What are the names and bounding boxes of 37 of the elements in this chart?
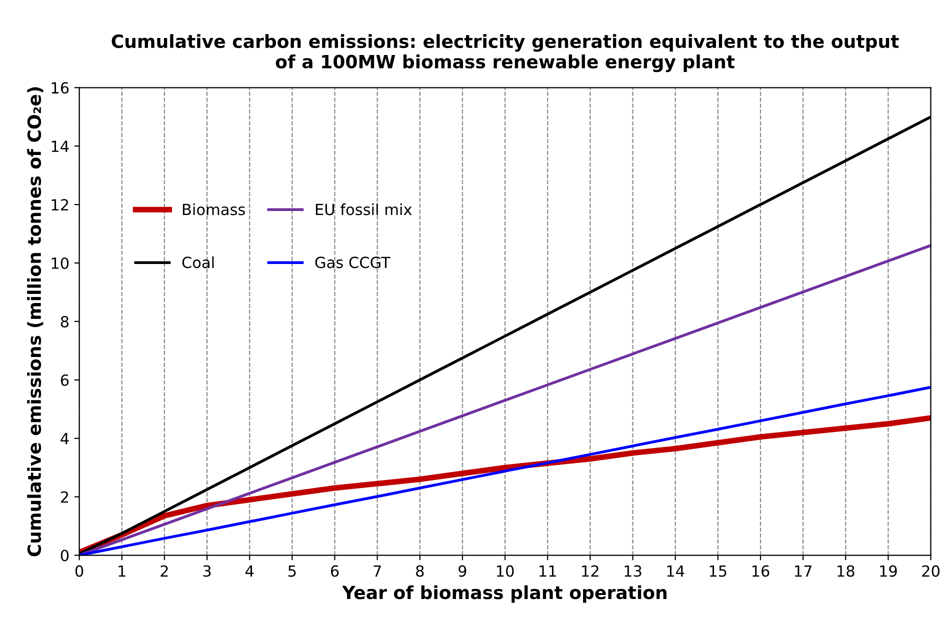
x-tick-label: 11 — [540, 565, 556, 577]
x-axis-title: Year of biomass plant operation — [342, 585, 666, 603]
x-tick-label: 6 — [330, 565, 339, 577]
x-tick-label: 2 — [160, 565, 168, 577]
x-tick-label: 17 — [795, 565, 812, 577]
x-tick-label: 4 — [245, 565, 254, 577]
x-tick-label: 18 — [838, 565, 854, 577]
x-tick-label: 14 — [667, 565, 684, 577]
x-tick-label: 12 — [582, 565, 598, 577]
x-tick-label: 0 — [75, 565, 84, 577]
x-tick-label: 8 — [416, 565, 424, 577]
y-axis-title: Cumulative emissions (million tonnes of CO₂e) — [27, 87, 44, 556]
legend-label: Coal — [182, 256, 214, 268]
y-tick-label: 4 — [60, 433, 69, 444]
y-tick-label: 6 — [60, 374, 69, 386]
x-tick-label: 3 — [203, 565, 211, 577]
x-tick-label: 19 — [880, 565, 897, 577]
y-tick-label: 10 — [52, 257, 69, 270]
y-tick-label: 16 — [52, 82, 69, 94]
x-tick-label: 20 — [922, 565, 940, 577]
y-tick-label: 14 — [52, 140, 69, 152]
chart-title: Cumulative carbon emissions: electricity generation equivalent to the output of a 100MW biomass renewable energy plant — [112, 34, 899, 72]
y-tick-label: 2 — [60, 491, 68, 503]
x-tick-label: 7 — [374, 565, 381, 577]
y-tick-label: 8 — [60, 316, 69, 328]
legend-label: Gas CCGT — [315, 256, 390, 268]
y-tick-label: 0 — [60, 550, 69, 562]
legend-label: EU fossil mix — [316, 203, 412, 216]
legend-label: Biomass — [182, 203, 245, 216]
x-tick-label: 15 — [710, 565, 726, 577]
x-tick-label: 9 — [458, 565, 466, 577]
x-tick-label: 5 — [288, 565, 296, 577]
y-tick-label: 12 — [52, 199, 68, 210]
x-tick-label: 1 — [118, 565, 126, 577]
x-tick-label: 13 — [624, 565, 642, 577]
x-tick-label: 16 — [752, 565, 770, 577]
x-tick-label: 10 — [497, 565, 514, 577]
